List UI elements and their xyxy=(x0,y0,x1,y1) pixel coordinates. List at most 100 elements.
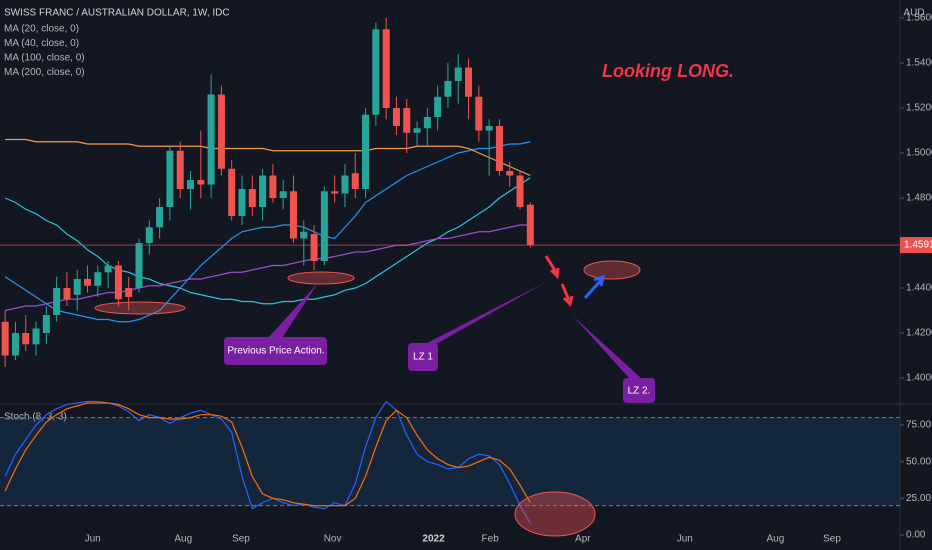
currency: AUD xyxy=(903,8,924,19)
candle-body xyxy=(310,234,318,262)
candle-body xyxy=(1,321,9,356)
candle-body xyxy=(351,173,359,190)
candle-body xyxy=(166,150,174,208)
y-tick-label: 75.00 xyxy=(906,420,931,431)
x-tick-label: Jun xyxy=(677,534,693,545)
x-tick-label: Feb xyxy=(482,534,500,545)
candle-body xyxy=(495,126,503,172)
candle-body xyxy=(331,191,339,194)
candle-body xyxy=(434,96,442,118)
candle-body xyxy=(217,94,225,169)
candle-body xyxy=(485,126,493,131)
candle-body xyxy=(423,117,431,129)
candle-body xyxy=(465,67,473,97)
candle-body xyxy=(444,81,452,97)
x-tick-label: Apr xyxy=(575,534,591,545)
candle-body xyxy=(248,189,256,208)
candle-body xyxy=(42,315,50,334)
line xyxy=(4,400,531,524)
label-box xyxy=(408,343,438,371)
arrow xyxy=(560,283,574,307)
candle-body xyxy=(259,175,267,208)
candle-body xyxy=(135,243,143,289)
candle-body xyxy=(269,175,277,199)
x-tick-label: Jun xyxy=(85,534,101,545)
zone xyxy=(94,301,186,315)
candle-body xyxy=(372,29,380,115)
legend-entry: MA (100, close, 0) xyxy=(4,53,85,64)
candle-body xyxy=(341,175,349,194)
zone xyxy=(287,271,355,285)
candle-body xyxy=(73,279,81,295)
candle-body xyxy=(413,128,421,133)
y-tick-label: 1.4000 xyxy=(906,373,932,384)
candle-body xyxy=(145,227,153,244)
line xyxy=(5,138,531,177)
candle-body xyxy=(382,29,390,109)
y-tick-label: 50.00 xyxy=(906,456,931,467)
annotation: Previous Price Action. xyxy=(227,346,324,357)
candle-body xyxy=(84,279,92,286)
label-box xyxy=(224,337,327,365)
y-tick-label: 1.4400 xyxy=(906,283,932,294)
annotation: LZ 2. xyxy=(628,386,651,397)
x-tick-label: Aug xyxy=(174,534,192,545)
last-price-box xyxy=(900,237,932,254)
callouts xyxy=(94,255,655,537)
line xyxy=(4,402,531,507)
legend-entry: MA (200, close, 0) xyxy=(4,67,85,78)
candle-body xyxy=(53,288,61,316)
x-tick-label: 2022 xyxy=(422,534,445,545)
candle-body xyxy=(279,191,287,199)
pointer xyxy=(268,283,318,338)
label-box xyxy=(623,378,655,403)
y-tick-label: 25.00 xyxy=(906,493,931,504)
candle-body xyxy=(11,333,19,356)
candle-body xyxy=(197,180,205,185)
arrow xyxy=(544,255,560,280)
candle-body xyxy=(32,328,40,345)
chart-title: SWISS FRANC / AUSTRALIAN DOLLAR, 1W, IDC xyxy=(4,8,230,19)
candle-body xyxy=(156,207,164,228)
candle-body xyxy=(289,191,297,239)
y-tick-label: 1.5000 xyxy=(906,148,932,159)
candle-body xyxy=(300,231,308,239)
last-price-label: 1.4591 xyxy=(904,240,932,251)
candle-body xyxy=(506,171,514,176)
y-tick-label: 0.00 xyxy=(906,530,926,541)
candle-body xyxy=(228,168,236,217)
candle-body xyxy=(114,265,122,300)
candle-body xyxy=(207,94,215,185)
candle-body xyxy=(362,114,370,190)
annotation: Looking LONG. xyxy=(602,61,734,81)
x-tick-label: Sep xyxy=(232,534,250,545)
candle-body xyxy=(475,96,483,131)
candle-body xyxy=(176,150,184,190)
candle-body xyxy=(320,191,328,262)
y-tick-label: 1.4200 xyxy=(906,328,932,339)
line xyxy=(4,141,531,323)
y-tick-label: 1.5400 xyxy=(906,58,932,69)
candle-body xyxy=(516,175,524,208)
annotation: LZ 1 xyxy=(413,352,433,363)
pointer xyxy=(573,316,642,379)
y-tick-label: 1.5600 xyxy=(906,13,932,24)
candle-body xyxy=(403,108,411,133)
line xyxy=(4,177,531,305)
band-fill xyxy=(0,417,900,506)
zone xyxy=(514,491,596,537)
candle-body xyxy=(526,204,534,246)
candle-body xyxy=(392,108,400,127)
x-tick-label: Aug xyxy=(767,534,785,545)
x-tick-label: Sep xyxy=(823,534,841,545)
zone xyxy=(583,260,641,280)
y-tick-label: 1.5200 xyxy=(906,103,932,114)
y-tick-label: 1.4800 xyxy=(906,193,932,204)
candle-body xyxy=(238,189,246,217)
arrow xyxy=(583,274,606,300)
x-tick-label: Nov xyxy=(324,534,342,545)
legend-entry: MA (20, close, 0) xyxy=(4,24,79,35)
candle-body xyxy=(94,272,102,286)
candle-body xyxy=(22,333,30,345)
